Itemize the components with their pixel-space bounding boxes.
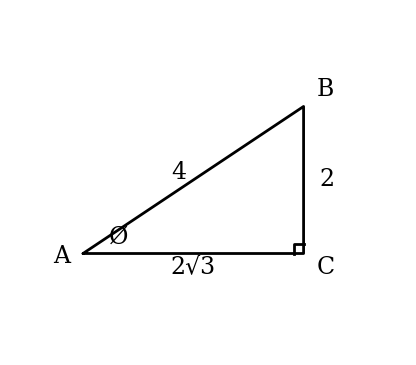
Text: Ø: Ø — [109, 226, 128, 249]
Text: B: B — [317, 78, 334, 101]
Text: 2√3: 2√3 — [171, 255, 216, 278]
Text: C: C — [317, 257, 335, 280]
Text: 4: 4 — [171, 161, 186, 184]
Text: A: A — [53, 245, 70, 268]
Text: 2: 2 — [319, 169, 335, 192]
